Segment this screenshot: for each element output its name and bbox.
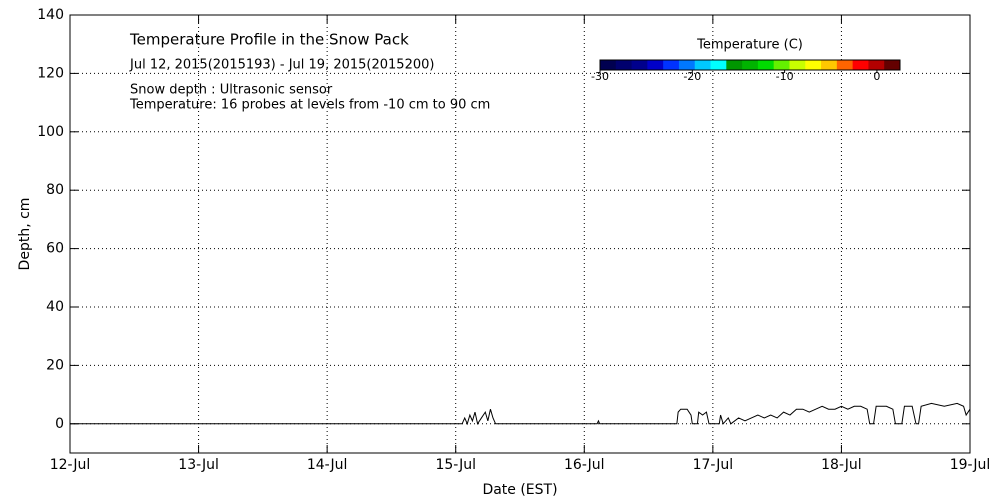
colorbar-swatch bbox=[884, 60, 901, 70]
colorbar-swatch bbox=[600, 60, 617, 70]
x-tick-label: 15-Jul bbox=[435, 457, 476, 473]
annotation: Snow depth : Ultrasonic sensor bbox=[130, 83, 333, 98]
colorbar-swatch bbox=[773, 60, 790, 70]
colorbar-tick-label: 0 bbox=[873, 70, 880, 83]
colorbar-swatch bbox=[615, 60, 633, 70]
x-axis-label: Date (EST) bbox=[482, 482, 557, 498]
y-tick-label: 60 bbox=[46, 241, 64, 257]
x-tick-label: 12-Jul bbox=[50, 457, 91, 473]
colorbar-swatch bbox=[821, 60, 838, 70]
x-tick-label: 13-Jul bbox=[178, 457, 219, 473]
colorbar-swatch bbox=[836, 60, 854, 70]
depth-line bbox=[70, 402, 971, 426]
x-tick-label: 16-Jul bbox=[564, 457, 605, 473]
colorbar-swatch bbox=[757, 60, 775, 70]
colorbar-title: Temperature (C) bbox=[696, 38, 803, 53]
plot-frame bbox=[69, 14, 971, 454]
colorbar-frame bbox=[599, 59, 901, 71]
x-tick-label: 17-Jul bbox=[693, 457, 734, 473]
colorbar-swatch bbox=[852, 60, 869, 70]
colorbar-swatch bbox=[726, 60, 743, 70]
colorbar-swatch bbox=[868, 60, 885, 70]
colorbar-swatch bbox=[742, 60, 759, 70]
x-tick-label: 19-Jul bbox=[950, 457, 991, 473]
x-tick-label: 18-Jul bbox=[821, 457, 862, 473]
colorbar-tick-label: -10 bbox=[776, 70, 794, 83]
colorbar-tick-label: -20 bbox=[683, 70, 701, 83]
colorbar-swatch bbox=[631, 60, 648, 70]
chart-title: Temperature Profile in the Snow Pack bbox=[129, 31, 409, 49]
colorbar-swatch bbox=[694, 60, 712, 70]
colorbar-swatch bbox=[805, 60, 822, 70]
x-tick-label: 14-Jul bbox=[307, 457, 348, 473]
colorbar-tick-label: -30 bbox=[591, 70, 609, 83]
y-tick-label: 100 bbox=[37, 124, 64, 140]
y-tick-label: 140 bbox=[37, 7, 64, 23]
colorbar-swatch bbox=[789, 60, 806, 70]
colorbar-swatch bbox=[647, 60, 664, 70]
chart-subtitle: Jul 12, 2015(2015193) - Jul 19, 2015(201… bbox=[129, 58, 434, 73]
colorbar-swatch bbox=[710, 60, 727, 70]
y-tick-label: 40 bbox=[46, 299, 64, 315]
y-tick-label: 120 bbox=[37, 65, 64, 81]
colorbar-swatch bbox=[663, 60, 680, 70]
colorbar-swatch bbox=[678, 60, 696, 70]
y-tick-label: 20 bbox=[46, 357, 64, 373]
y-tick-label: 0 bbox=[55, 416, 64, 432]
y-tick-label: 80 bbox=[46, 182, 64, 198]
y-axis-label: Depth, cm bbox=[17, 198, 33, 271]
annotation: Temperature: 16 probes at levels from -1… bbox=[129, 98, 490, 113]
